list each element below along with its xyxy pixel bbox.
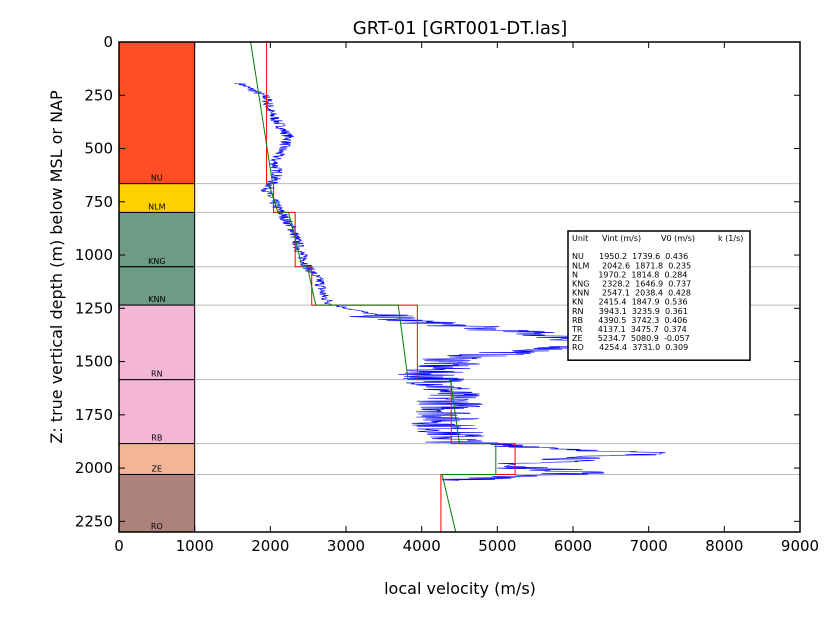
unit-block-ze [118, 443, 196, 475]
x-axis-ticks: 0 1000 2000 3000 4000 5000 6000 7000 8000 9000 [114, 42, 819, 555]
table-row: NLM 2042.6 1871.8 0.235 [572, 261, 691, 270]
table-row: RO 4254.4 3731.0 0.309 [572, 343, 688, 352]
y-tick-label: 1000 [75, 246, 113, 264]
y-axis-label: Z: true vertical depth (m) below MSL or … [47, 90, 66, 444]
x-tick-label: 7000 [630, 537, 668, 555]
unit-label-rb: RB [151, 434, 162, 443]
y-tick-label: 0 [103, 33, 113, 51]
table-header-cell: k (1/s) [718, 234, 743, 243]
x-tick-label: 8000 [705, 537, 743, 555]
y-tick-label: 500 [84, 140, 113, 158]
y-tick-label: 2250 [75, 512, 113, 530]
unit-label-kng: KNG [148, 257, 165, 266]
x-tick-label: 1000 [176, 537, 214, 555]
y-tick-label: 750 [84, 193, 113, 211]
unit-label-knn: KNN [148, 295, 165, 304]
x-axis-label: local velocity (m/s) [384, 579, 536, 598]
y-tick-label: 1250 [75, 299, 113, 317]
table-row: NU 1950.2 1739.6 0.436 [572, 252, 688, 261]
table-header-cell: Vint (m/s) [602, 234, 641, 243]
plot-frame [118, 41, 801, 533]
gradient-velocity-line [250, 41, 497, 533]
unit-block-knn [118, 266, 196, 306]
x-tick-label: 9000 [781, 537, 819, 555]
unit-label-rn: RN [151, 370, 163, 379]
table-row: KNG 2328.2 1646.9 0.737 [572, 280, 691, 289]
y-tick-label: 250 [84, 86, 113, 104]
x-tick-label: 3000 [327, 537, 365, 555]
table-header-cell: V0 (m/s) [661, 234, 695, 243]
unit-block-rn [118, 304, 196, 381]
unit-label-ze: ZE [152, 464, 163, 473]
unit-label-ro: RO [151, 522, 163, 531]
y-tick-label: 1500 [75, 353, 113, 371]
table-row: KNN 2547.1 2038.4 0.428 [572, 289, 691, 298]
parameter-table-box [567, 230, 751, 361]
y-tick-label: 1750 [75, 406, 113, 424]
unit-block-nu [118, 41, 196, 185]
plot-area: NU NLM KNG KNN RN RB ZE RO [118, 41, 800, 533]
measured-velocity-line [233, 83, 666, 481]
table-header-cell: Unit [572, 234, 588, 243]
unit-block-rb [118, 379, 196, 445]
parameter-table: Unit Vint (m/s) V0 (m/s) k (1/s) NU 1950.2 1… [567, 230, 751, 361]
table-row: ZE 5234.7 5080.9 -0.057 [572, 334, 690, 343]
chart-title: GRT-01 [GRT001-DT.las] [353, 18, 568, 39]
unit-label-nlm: NLM [148, 202, 165, 211]
interval-velocity-line [266, 42, 516, 532]
table-row: RN 3943.1 3235.9 0.361 [572, 307, 688, 316]
x-tick-label: 6000 [554, 537, 592, 555]
y-axis-ticks: 0 250 500 750 1000 1250 1500 1750 2000 2250 [75, 33, 800, 530]
table-row: TR 4137.1 3475.7 0.374 [571, 325, 687, 334]
table-row: KN 2415.4 1847.9 0.536 [572, 298, 688, 307]
x-tick-label: 2000 [251, 537, 289, 555]
x-tick-label: 5000 [478, 537, 516, 555]
table-row: N 1970.2 1814.8 0.284 [572, 270, 687, 279]
unit-label-nu: NU [151, 174, 163, 183]
table-row: RB 4390.5 3742.3 0.406 [572, 316, 687, 325]
y-tick-label: 2000 [75, 459, 113, 477]
x-tick-label: 0 [114, 537, 124, 555]
x-tick-label: 4000 [403, 537, 441, 555]
unit-block-ro [118, 473, 196, 533]
unit-block-nlm [118, 183, 196, 213]
